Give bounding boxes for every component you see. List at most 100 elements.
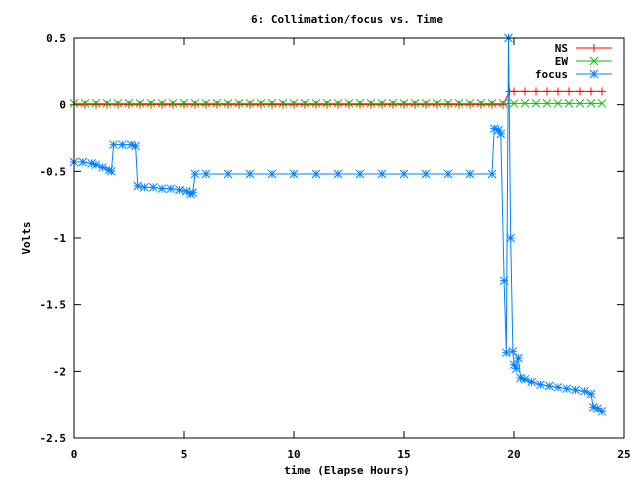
data-point: [148, 182, 158, 192]
data-point: [536, 380, 545, 390]
data-point: [421, 169, 431, 179]
data-point: [454, 98, 464, 108]
legend-swatch-marker: [589, 69, 599, 79]
data-point: [587, 87, 595, 96]
data-point: [345, 100, 353, 109]
data-point: [158, 100, 166, 109]
data-point: [102, 98, 112, 108]
data-point: [267, 98, 277, 108]
data-point: [234, 98, 244, 108]
data-point: [245, 98, 255, 108]
data-point: [201, 169, 211, 179]
data-point: [290, 100, 298, 109]
data-point: [322, 98, 332, 108]
data-point: [78, 157, 88, 167]
data-point: [80, 98, 90, 108]
axes: 0 5 10 15 20 25 0.5 0 -0.5 -1 -1.5 -2 -2.5: [40, 32, 631, 461]
data-point: [520, 98, 530, 108]
data-point: [514, 353, 523, 363]
data-point: [511, 364, 521, 374]
data-point: [377, 169, 387, 179]
data-point: [190, 169, 200, 179]
data-point: [488, 100, 496, 109]
data-point: [268, 100, 276, 109]
x-tick-label: 0: [71, 448, 78, 461]
series-ns: [70, 87, 606, 109]
x-tick-label: 5: [181, 448, 188, 461]
x-tick-label: 15: [397, 448, 410, 461]
data-point: [118, 140, 127, 150]
data-point: [598, 87, 606, 96]
data-point: [113, 98, 123, 108]
data-point: [267, 169, 277, 179]
data-point: [169, 100, 177, 109]
data-point: [114, 100, 122, 109]
y-tick-label: -0.5: [40, 165, 67, 178]
data-point: [135, 98, 145, 108]
data-point: [455, 100, 463, 109]
data-point: [576, 87, 584, 96]
data-point: [333, 169, 343, 179]
data-point: [147, 100, 155, 109]
data-point: [125, 100, 133, 109]
data-point: [223, 98, 233, 108]
y-tick-label: 0.5: [46, 32, 66, 45]
data-point: [140, 182, 149, 192]
data-point: [499, 100, 507, 109]
data-point: [301, 100, 309, 109]
data-point: [466, 100, 474, 109]
legend-swatch-marker: [590, 44, 598, 52]
data-point: [334, 100, 342, 109]
data-point: [136, 100, 144, 109]
data-point: [499, 276, 509, 286]
data-point: [443, 169, 453, 179]
data-point: [562, 384, 572, 394]
data-point: [104, 165, 114, 175]
data-point: [213, 100, 221, 109]
data-point: [179, 98, 189, 108]
data-point: [188, 188, 198, 198]
x-tick-label: 25: [617, 448, 630, 461]
y-axis-label: Volts: [20, 221, 33, 254]
data-point: [553, 382, 563, 392]
data-point: [257, 100, 265, 109]
data-point: [498, 98, 508, 108]
data-point: [124, 98, 134, 108]
y-tick-label: -2.5: [40, 432, 67, 445]
y-tick-label: 0: [59, 99, 66, 112]
data-point: [399, 169, 409, 179]
data-point: [235, 100, 243, 109]
plot-frame: [73, 37, 625, 439]
data-point: [245, 169, 255, 179]
series-ew: [69, 98, 607, 108]
data-point: [224, 100, 232, 109]
y-tick-label: -1.5: [40, 299, 67, 312]
data-point: [421, 98, 431, 108]
data-point: [186, 189, 195, 199]
legend-swatch-marker: [589, 56, 599, 66]
data-point: [443, 98, 453, 108]
data-point: [289, 98, 299, 108]
data-point: [388, 98, 398, 108]
data-point: [81, 100, 89, 109]
data-point: [201, 98, 211, 108]
data-point: [131, 141, 140, 151]
data-point: [355, 169, 365, 179]
data-point: [597, 98, 607, 108]
data-point: [509, 360, 519, 370]
data-point: [256, 98, 266, 108]
data-point: [389, 100, 397, 109]
legend-label: NS: [555, 42, 568, 55]
data-point: [575, 98, 585, 108]
legend-label: EW: [555, 55, 569, 68]
data-point: [367, 100, 375, 109]
data-point: [477, 100, 485, 109]
data-point: [168, 98, 178, 108]
data-point: [312, 100, 320, 109]
data-point: [509, 98, 519, 108]
data-point: [400, 100, 408, 109]
data-point: [246, 100, 254, 109]
data-point: [521, 87, 529, 96]
data-point: [553, 98, 563, 108]
